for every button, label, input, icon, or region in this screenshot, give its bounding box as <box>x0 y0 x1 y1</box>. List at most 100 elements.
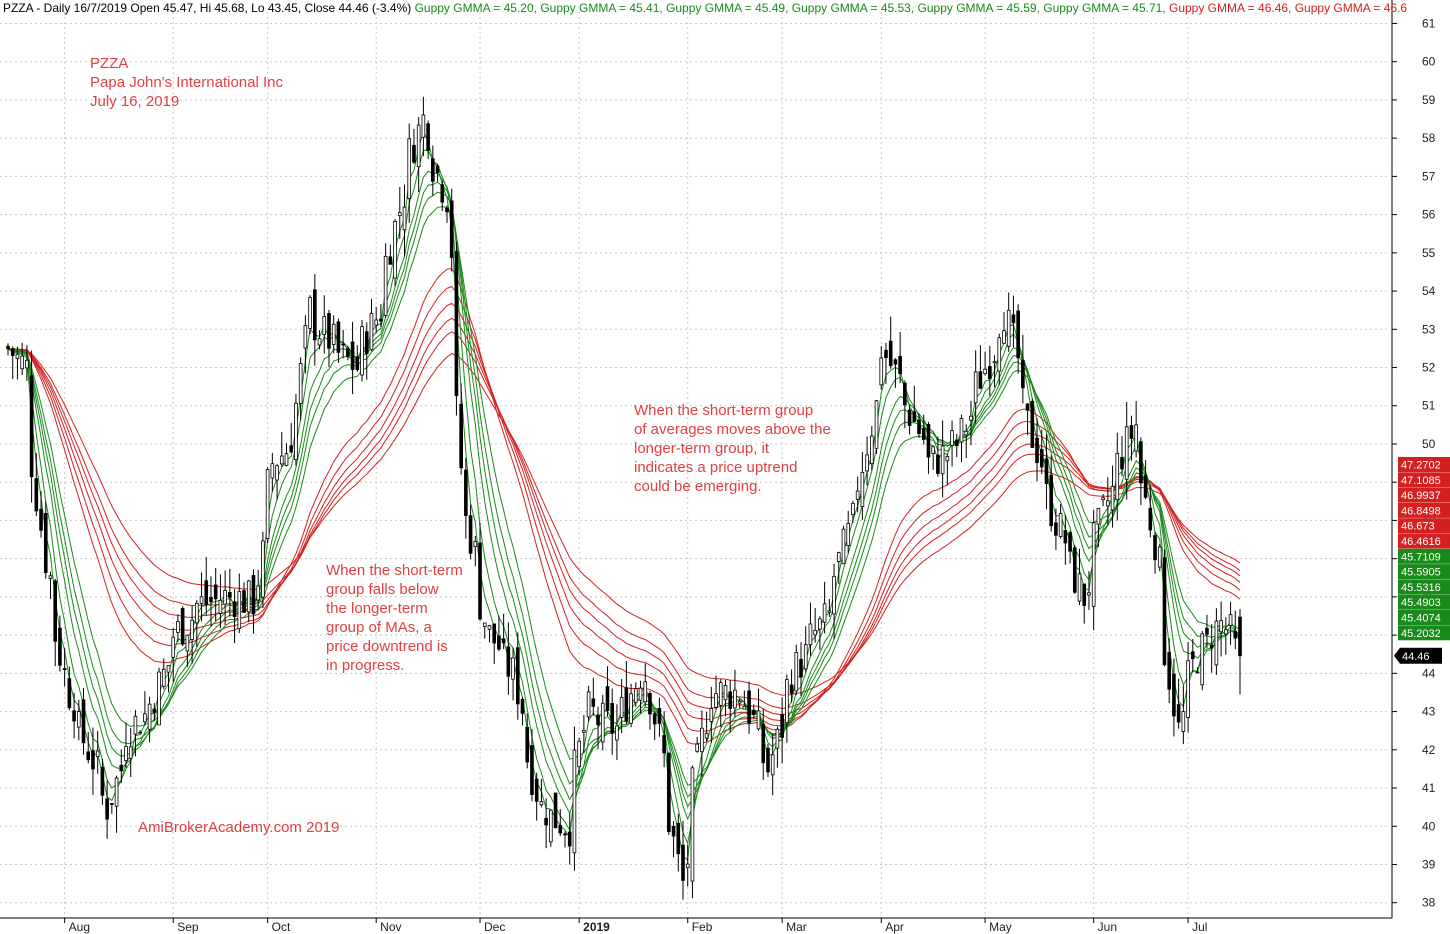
x-tick-label: Feb <box>692 920 713 934</box>
candle-body <box>322 315 327 336</box>
ma-value-badge-label: 46.9937 <box>1401 490 1441 502</box>
long-term-ma-line <box>7 267 1241 745</box>
candle-body <box>133 715 138 735</box>
candle-body <box>633 688 638 703</box>
candle-body <box>964 430 969 436</box>
candle-body <box>388 256 393 265</box>
candle-body <box>822 603 827 623</box>
candle-body <box>926 423 931 458</box>
candle-body <box>1214 620 1219 666</box>
candle-body <box>412 144 416 163</box>
y-tick-label: 61 <box>1422 16 1436 30</box>
candle-body <box>497 635 501 650</box>
candle-body <box>213 584 218 600</box>
candle-body <box>1139 441 1143 484</box>
y-tick-label: 59 <box>1422 93 1436 107</box>
candle-body <box>393 221 397 279</box>
ma-value-badge-label: 46.673 <box>1401 521 1435 533</box>
candle-body <box>232 601 237 618</box>
ma-value-badge <box>1398 594 1450 610</box>
candle-body <box>143 713 147 723</box>
candle-body <box>1134 424 1138 452</box>
candle-body <box>1091 522 1096 607</box>
candle-body <box>600 702 605 743</box>
candle-body <box>473 541 478 548</box>
candle-body <box>511 657 515 680</box>
candle-body <box>1209 644 1214 649</box>
candle-body <box>478 542 482 620</box>
candle-body <box>1124 426 1129 480</box>
candle-body <box>195 602 199 624</box>
candle-body <box>487 625 492 630</box>
candle-body <box>988 366 992 380</box>
candle-body <box>1035 437 1039 463</box>
candle-body <box>648 693 652 715</box>
candle-body <box>931 446 935 454</box>
candle-body <box>1148 507 1153 531</box>
x-tick-label: Mar <box>786 920 807 934</box>
candle-body <box>298 363 303 404</box>
candle-body <box>53 580 58 642</box>
candle-body <box>1205 627 1209 635</box>
candle-body <box>610 703 615 734</box>
title-annotation-line: July 16, 2019 <box>90 93 179 110</box>
candle-body <box>638 687 643 701</box>
ma-value-badge <box>1398 457 1450 472</box>
candle-body <box>898 356 902 375</box>
candle-body <box>119 764 124 772</box>
long-term-ma-line <box>7 331 1241 710</box>
candle-body <box>105 798 109 820</box>
ma-value-badge <box>1398 533 1450 549</box>
candle-body <box>1181 711 1186 732</box>
candle-body <box>1044 458 1049 484</box>
candle-body <box>327 313 331 349</box>
moving-averages <box>7 130 1241 862</box>
candle-body <box>1063 530 1068 544</box>
candle-body <box>1176 704 1181 723</box>
candle-body <box>20 355 24 370</box>
candle-body <box>827 610 832 613</box>
downtrend-annotation-line: When the short-term <box>326 562 463 579</box>
candle-body <box>242 590 246 613</box>
candle-body <box>662 735 666 754</box>
candle-body <box>275 465 279 481</box>
candle-body <box>714 693 718 708</box>
candle-body <box>770 754 775 776</box>
header-gmma-value: Guppy GMMA = 45.20, <box>415 1 541 15</box>
candle-body <box>813 630 817 636</box>
ma-value-badge <box>1398 548 1450 564</box>
header-gmma-value: Guppy GMMA = 45.59, <box>918 1 1044 15</box>
candle-body <box>303 325 308 349</box>
candle-body <box>336 321 341 353</box>
candle-body <box>652 713 657 725</box>
candle-body <box>766 747 770 773</box>
uptrend-annotation-line: indicates a price uptrend <box>634 459 797 476</box>
candle-body <box>973 371 978 404</box>
candle-body <box>818 618 822 630</box>
candle-body <box>803 644 808 670</box>
candle-body <box>1077 573 1082 602</box>
x-tick-label: May <box>989 920 1012 934</box>
candle-body <box>903 382 907 406</box>
candle-body <box>251 575 256 615</box>
x-tick-label: 2019 <box>583 920 610 934</box>
candle-body <box>704 732 709 739</box>
candle-body <box>379 318 383 322</box>
x-tick-label: Jun <box>1098 920 1117 934</box>
downtrend-annotation-line: in progress. <box>326 657 404 674</box>
candle-body <box>742 705 747 710</box>
candle-body <box>279 455 284 465</box>
candle-body <box>350 341 355 370</box>
candle-body <box>228 592 232 598</box>
candle-body <box>615 725 619 741</box>
candle-body <box>591 698 596 707</box>
candle-body <box>426 123 430 151</box>
ma-value-badge-label: 45.5316 <box>1401 582 1441 594</box>
x-tick-label: Oct <box>272 920 291 934</box>
candle-body <box>936 454 940 474</box>
candle-body <box>549 809 553 843</box>
candle-body <box>1162 557 1167 666</box>
candle-body <box>893 359 898 365</box>
